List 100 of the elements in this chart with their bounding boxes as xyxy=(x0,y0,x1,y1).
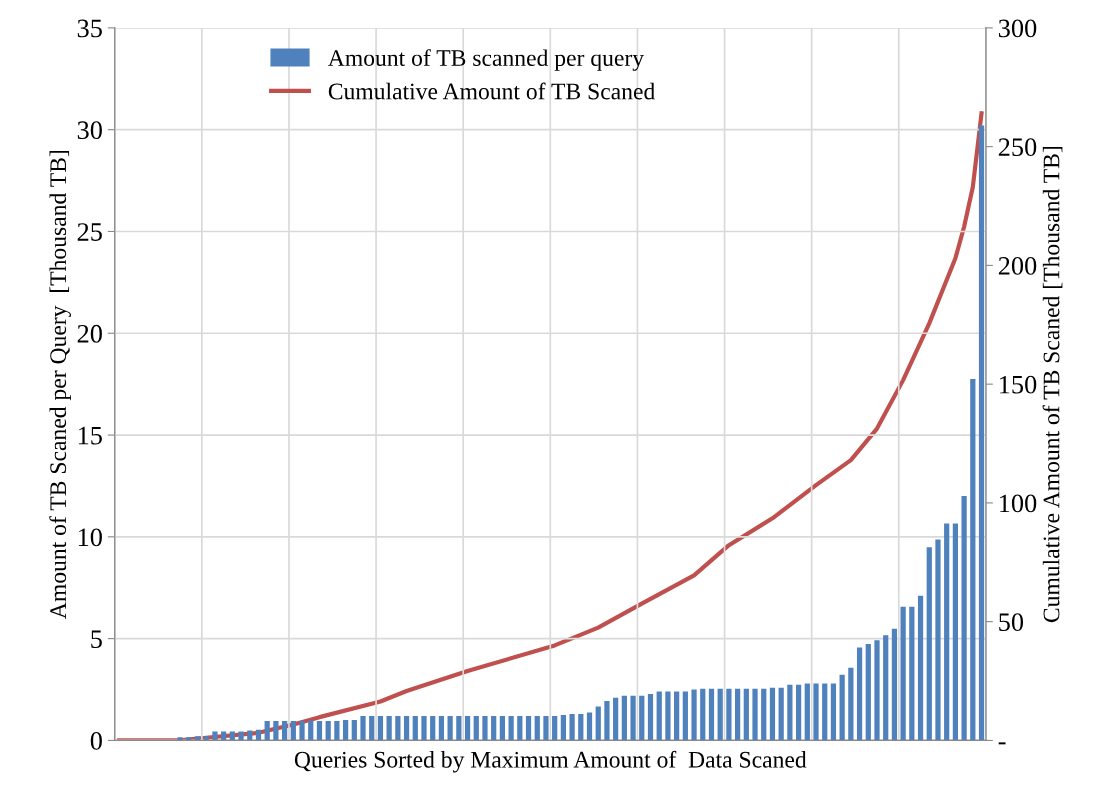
bar xyxy=(978,125,985,741)
bar xyxy=(212,731,218,741)
bar xyxy=(508,715,514,741)
y2-axis-title: Cumulative Amount of TB Scaned [Thousand TB] xyxy=(1042,146,1063,623)
bar xyxy=(517,715,523,741)
y2-tick-label: - xyxy=(998,742,1006,745)
bar xyxy=(194,736,201,741)
bar xyxy=(752,688,758,741)
bar xyxy=(604,701,610,741)
y-tick-label: 15 xyxy=(78,426,102,445)
bar xyxy=(299,721,305,741)
bar xyxy=(944,523,950,741)
bar xyxy=(735,688,741,741)
bar xyxy=(674,691,680,741)
bar xyxy=(430,715,436,741)
bar xyxy=(795,684,802,741)
bar xyxy=(865,643,871,741)
bar xyxy=(830,683,837,741)
bar xyxy=(325,721,331,741)
x-axis-title: Queries Sorted by Maximum Amount of Data Scaned xyxy=(294,750,807,773)
bar xyxy=(639,695,645,741)
y-tick-label: 35 xyxy=(77,19,102,38)
bar xyxy=(377,715,384,741)
bar xyxy=(229,731,235,741)
y2-tick-label: 300 xyxy=(998,19,1037,38)
bar xyxy=(578,713,584,741)
bar xyxy=(630,695,636,741)
y-tick-label: 10 xyxy=(78,528,102,547)
y-tick-label: 25 xyxy=(77,223,102,241)
bar xyxy=(822,683,828,741)
bar xyxy=(386,715,392,741)
bar xyxy=(952,523,959,741)
bar xyxy=(726,688,732,741)
legend-label: Cumulative Amount of TB Scaned xyxy=(328,82,655,100)
y-tick-label: 30 xyxy=(77,121,102,140)
bar xyxy=(935,539,941,741)
bar xyxy=(499,715,506,741)
bar xyxy=(473,715,479,741)
y2-tick-label: 250 xyxy=(998,138,1037,157)
bar xyxy=(395,715,401,741)
bar xyxy=(883,635,889,741)
bar xyxy=(856,647,863,741)
bar xyxy=(839,674,845,741)
bar xyxy=(778,687,784,741)
bar xyxy=(360,715,366,741)
bar xyxy=(491,715,497,741)
bar xyxy=(926,547,932,741)
bar xyxy=(595,706,601,741)
bar xyxy=(891,628,898,741)
bar xyxy=(221,731,227,741)
bar xyxy=(970,379,976,741)
bar xyxy=(804,683,810,741)
bar xyxy=(613,697,619,741)
bar xyxy=(456,715,462,741)
bar xyxy=(569,713,575,741)
bar xyxy=(255,729,262,741)
bar xyxy=(848,667,854,741)
bar xyxy=(665,691,671,741)
y2-tick-label: 150 xyxy=(1000,375,1037,394)
y-tick-label: 20 xyxy=(77,324,102,343)
bar xyxy=(717,688,723,741)
bar xyxy=(282,721,288,741)
bar xyxy=(560,714,566,741)
bar xyxy=(909,606,915,741)
bar xyxy=(900,606,906,741)
bar xyxy=(534,715,540,741)
bar xyxy=(525,715,532,741)
y-tick-label: 0 xyxy=(90,732,102,750)
bar xyxy=(761,688,767,741)
y2-tick-label: 100 xyxy=(1000,494,1037,513)
bar xyxy=(238,731,244,741)
bar xyxy=(708,688,715,741)
bar xyxy=(186,737,192,741)
bar xyxy=(691,689,697,741)
bar xyxy=(682,691,688,741)
bar xyxy=(316,721,323,741)
bar xyxy=(177,737,183,741)
bar xyxy=(482,715,488,741)
bar xyxy=(787,684,793,741)
bar xyxy=(700,688,706,741)
bar xyxy=(543,715,549,741)
bar xyxy=(961,496,967,741)
bar xyxy=(874,640,880,741)
bar xyxy=(621,695,627,741)
bar xyxy=(369,715,375,741)
bar xyxy=(656,691,662,741)
bar xyxy=(308,720,314,741)
bar xyxy=(412,715,418,741)
bar xyxy=(273,721,279,741)
bar xyxy=(552,715,558,741)
y-axis-title: Amount of TB Scaned per Query [Thousand TB] xyxy=(49,150,71,619)
bar xyxy=(403,715,410,741)
y-tick-label: 5 xyxy=(91,630,102,649)
bar xyxy=(586,712,593,741)
bar xyxy=(290,721,296,741)
bar xyxy=(743,688,749,741)
bar xyxy=(264,721,270,741)
bar xyxy=(438,715,445,741)
bar xyxy=(917,595,924,741)
bar xyxy=(342,720,349,741)
